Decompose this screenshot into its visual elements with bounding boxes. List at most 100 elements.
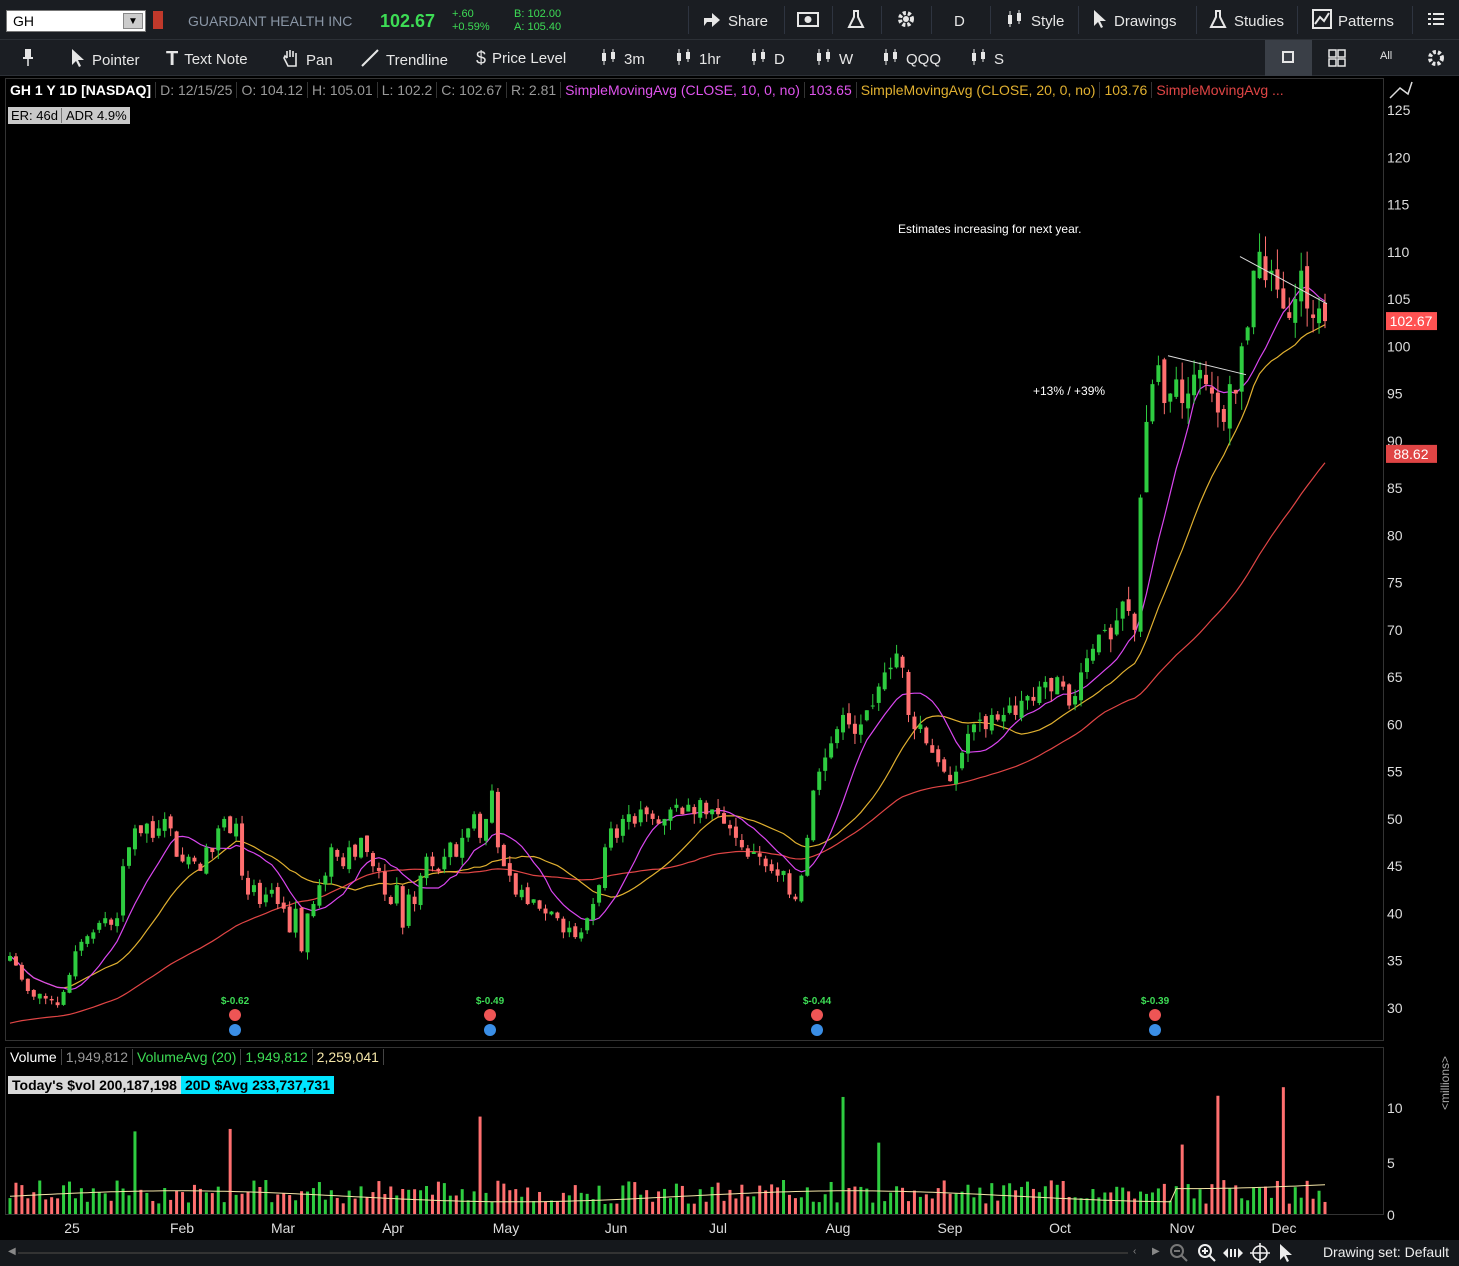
candle-body [180,854,185,862]
candle-body [692,807,697,815]
price-chart-panel[interactable] [5,78,1384,1041]
volume-bar [97,1192,101,1215]
candle-body [1180,379,1185,404]
volume-bar [877,1142,881,1215]
fit-horizontal-icon[interactable] [1222,1244,1244,1265]
crosshair-icon[interactable] [1250,1243,1270,1266]
grid-layout-button[interactable] [1328,49,1346,71]
volume-bar [984,1203,988,1215]
zoom-in-icon[interactable] [1196,1242,1218,1266]
pointer-button[interactable]: Pointer [70,48,140,72]
pan-button[interactable]: Pan [282,48,333,72]
chart-settings-button[interactable] [1426,48,1446,72]
pin-button[interactable] [22,48,34,70]
price-level-button[interactable]: $ Price Level [476,48,567,68]
volume-bar [591,1199,595,1215]
y-tick-label: 110 [1387,244,1410,260]
aggregation-button[interactable]: D [954,12,965,30]
volume-bar [192,1184,196,1215]
all-button[interactable]: All [1380,50,1393,62]
drawing-set-label[interactable]: Drawing set: Default [1322,1244,1449,1260]
volume-bar [1252,1187,1256,1215]
symbol-input[interactable]: GH ▼ [6,10,146,32]
candle-body [608,828,613,848]
timeframe-1hr-button[interactable]: 1hr [675,48,721,70]
candle-body [638,809,643,823]
volume-info-line: Volume 1,949,812 VolumeAvg (20) 1,949,81… [6,1049,384,1065]
alert-flag-icon[interactable] [153,11,163,29]
cursor-icon[interactable] [1278,1243,1294,1266]
timeline-scrollbar[interactable] [18,1252,1128,1254]
candle-body [222,818,227,828]
chevron-down-icon[interactable]: ▼ [123,13,143,29]
volume-bar [341,1203,345,1215]
volume-bar [1174,1186,1178,1215]
candle-body [430,856,435,867]
annotation-gain[interactable]: +13% / +39% [1033,384,1106,398]
volume-bar [847,1188,851,1215]
scroll-left-icon[interactable]: ◀ [8,1246,16,1257]
studies-button[interactable]: Studies [1208,8,1284,34]
scroll-back-icon[interactable]: ‹ [1133,1246,1137,1257]
qqq-button[interactable]: QQQ [882,48,941,70]
candle-body [662,818,667,826]
volume-bar [20,1185,24,1215]
volume-bar [1275,1180,1279,1215]
timeframe-d-button[interactable]: D [750,48,785,70]
trendline-button[interactable]: Trendline [360,48,448,72]
candle-body [1043,681,1048,688]
volume-tick-label: 10 [1387,1100,1403,1116]
timeframe-w-button[interactable]: W [815,48,853,70]
volume-bar [56,1198,60,1215]
candle-body [745,848,750,857]
volume-bar [264,1180,268,1215]
company-name: GUARDANT HEALTH INC [188,13,353,29]
volume-bar [555,1201,559,1215]
volume-bar [823,1194,827,1215]
y-tick-label: 60 [1387,716,1403,732]
volume-bar [323,1199,327,1215]
volume-bar [573,1185,577,1215]
text-note-button[interactable]: T Text Note [166,48,248,70]
menu-button[interactable] [1428,8,1444,34]
scroll-forward-icon[interactable]: ▶ [1152,1246,1160,1257]
volume-bar [401,1189,405,1215]
candle-body [603,847,608,889]
candle-body [1275,269,1280,290]
candle-body [763,858,768,867]
settings-button[interactable] [896,8,916,34]
sma20-label[interactable]: SimpleMovingAvg (CLOSE, 20, 0, no) [857,82,1101,98]
timeframe-3m-button[interactable]: 3m [600,48,645,70]
volume-bar [621,1185,625,1215]
annotation-estimates[interactable]: Estimates increasing for next year. [898,222,1082,236]
drawings-button[interactable]: Drawings [1092,8,1177,34]
volume-panel[interactable] [5,1047,1384,1215]
candle-body [519,889,524,898]
zoom-out-icon[interactable] [1168,1242,1190,1266]
candle-body [13,956,18,966]
volume-bar [668,1198,672,1215]
sma50-price-tag: 88.62 [1393,446,1428,462]
candle-body [150,821,155,838]
sma10-label[interactable]: SimpleMovingAvg (CLOSE, 10, 0, no) [561,82,805,98]
volume-bar [294,1200,298,1215]
volume-avg-label[interactable]: VolumeAvg (20) [133,1049,242,1065]
candle-body [811,790,816,841]
volume-bar [442,1183,446,1215]
patterns-button[interactable]: Patterns [1312,8,1394,34]
volume-bar [758,1185,762,1215]
candle-body [918,724,923,730]
candle-body [1281,288,1286,309]
earnings-call-icon [811,1009,823,1021]
volume-bar [1144,1193,1148,1215]
flask-button[interactable] [846,8,866,34]
style-button[interactable]: Style [1005,8,1064,34]
volume-bar [198,1188,202,1215]
screenshot-button[interactable] [797,8,819,34]
single-layout-button[interactable] [1265,40,1312,76]
volume-bar [395,1195,399,1215]
candle-body [710,809,715,815]
sma50-label[interactable]: SimpleMovingAvg ... [1156,82,1284,98]
timeframe-s-button[interactable]: S [970,48,1004,70]
share-button[interactable]: Share [702,8,768,34]
